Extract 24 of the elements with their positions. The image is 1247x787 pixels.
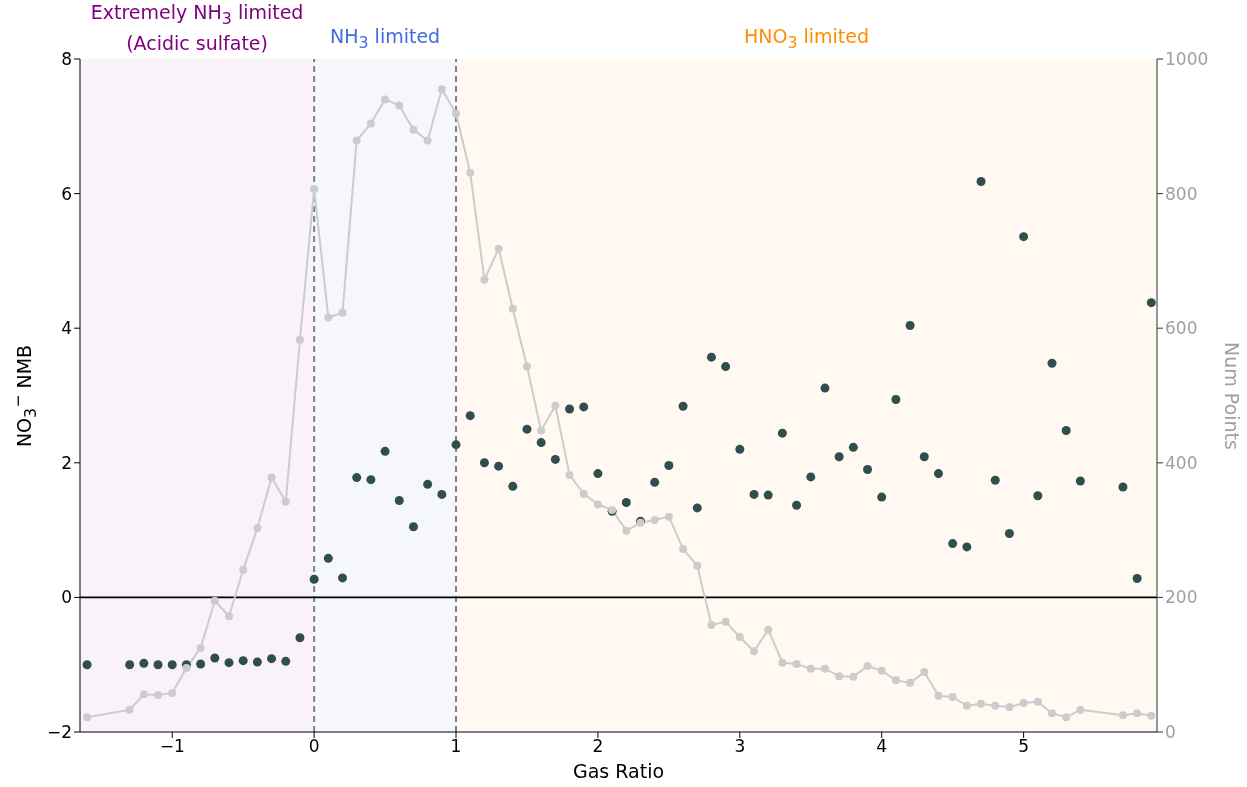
band-label: Extremely NH$_{3}$ limited (Acidic sulfate) [90,1,304,54]
y2-tick-label: 800 [1165,183,1198,204]
y-tick-label: −2 [46,722,72,743]
band-label: HNO$_{3}$ limited [742,24,871,54]
y-tick-label: 2 [61,452,72,473]
y-tick-label: 0 [61,587,72,608]
x-tick-label: 4 [876,736,888,757]
x-tick-label: 0 [308,736,320,757]
y2-tick-label: 0 [1165,722,1176,743]
x-axis-title: Gas Ratio [571,760,666,782]
y2-tick-label: 600 [1165,318,1198,339]
y2-tick-label: 400 [1165,452,1198,473]
band-label: NH$_{3}$ limited [329,25,441,52]
y2-tick-label: 200 [1165,587,1198,608]
y-tick-label: 8 [61,49,72,70]
x-tick-label: −1 [159,736,185,757]
y-tick-label: 6 [61,183,72,204]
y2-tick-label: 1000 [1165,49,1209,70]
x-tick-label: 5 [1018,736,1030,757]
x-tick-label: 2 [592,736,604,757]
y2-axis-title: Num Points [1221,341,1243,450]
y-tick-label: 4 [61,318,72,339]
x-tick-label: 1 [450,736,462,757]
x-tick-label: 3 [734,736,746,757]
